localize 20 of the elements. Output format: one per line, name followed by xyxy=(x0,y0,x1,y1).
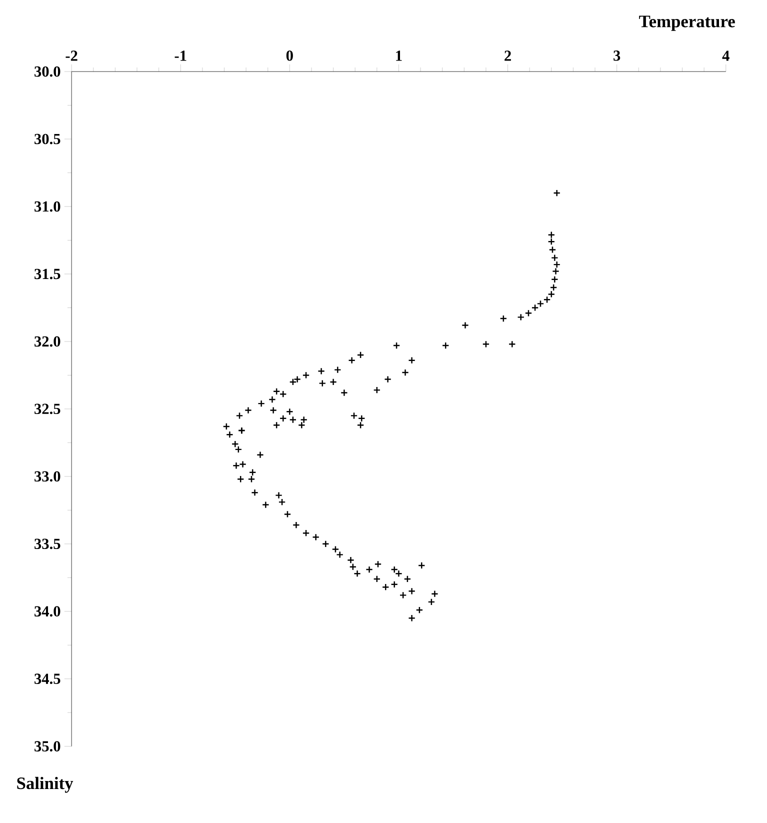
x-tick-label: 3 xyxy=(614,50,620,61)
y-axis-title: Salinity xyxy=(17,776,74,793)
y-tick-label: 31.0 xyxy=(34,201,60,212)
x-tick-label: 0 xyxy=(286,50,294,61)
y-tick-label: 32.5 xyxy=(34,404,60,414)
x-tick-label: -1 xyxy=(174,50,186,61)
x-tick-label: 2 xyxy=(504,50,512,61)
x-axis-title: Temperature xyxy=(639,16,736,31)
y-tick-label: 31.5 xyxy=(34,268,60,280)
x-tick-label: 1 xyxy=(396,50,402,61)
y-tick-label: 34.5 xyxy=(34,674,60,684)
y-tick-label: 34.0 xyxy=(34,606,60,617)
y-tick-label: 33.0 xyxy=(34,471,60,482)
y-tick-label: 30.5 xyxy=(34,134,60,144)
x-tick-label: 4 xyxy=(722,50,730,61)
y-tick-label: 30.0 xyxy=(34,66,60,77)
x-tick-label: -2 xyxy=(66,50,78,61)
y-tick-label: 32.0 xyxy=(34,336,60,347)
y-tick-label: 35.0 xyxy=(34,741,60,752)
y-tick-label: 33.5 xyxy=(34,538,60,550)
